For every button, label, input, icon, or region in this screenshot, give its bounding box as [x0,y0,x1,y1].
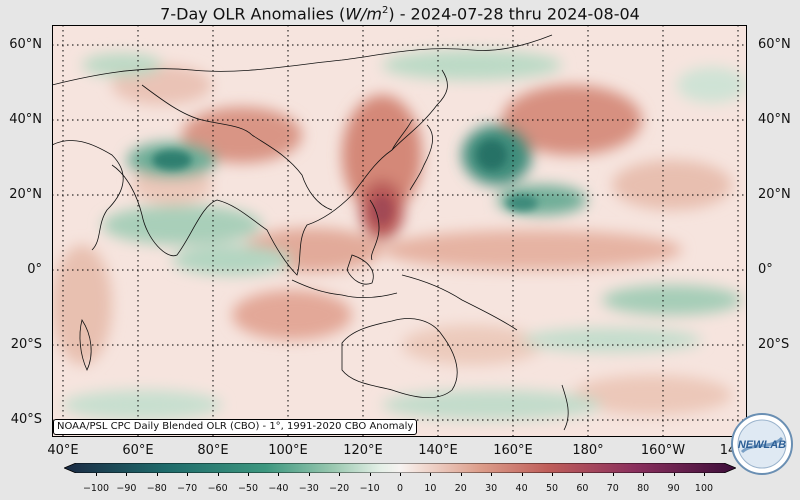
svg-text:NEWLAB: NEWLAB [738,439,786,451]
colorbar-tick-mark [704,473,705,476]
colorbar-tick-label: −90 [116,483,137,494]
lon-label: 160°E [493,443,533,458]
colorbar-tick-label: −80 [146,483,167,494]
colorbar-tick-mark [126,473,128,476]
colorbar-tick-label: 40 [515,483,528,494]
colorbar-tick-label: 30 [485,483,498,494]
colorbar-tick-label: −50 [237,483,259,494]
lat-label-left: 40°S [10,412,42,427]
colorbar-tick-mark [521,473,523,476]
lon-label: 60°E [122,443,154,458]
lon-label: 40°E [47,443,79,458]
colorbar-tick-label: 80 [637,483,650,494]
colorbar-tick-label: 70 [606,483,619,494]
colorbar-tick-label: 50 [545,483,559,494]
colorbar-tick-mark [156,473,158,476]
lat-label-right: 40°N [758,112,791,127]
lon-label: 80°E [197,443,229,458]
colorbar [64,463,736,473]
colorbar-tick-mark [491,473,493,476]
colorbar-tick-label: 60 [576,483,589,494]
lat-label-left: 0° [27,262,42,277]
coastlines [52,34,569,431]
colorbar-tick-mark [612,473,614,476]
colorbar-tick-label: 10 [424,483,437,494]
newlab-logo: NEWLAB [731,413,793,475]
olr-anomaly-map [52,25,747,437]
lat-label-left: 20°S [10,337,42,352]
colorbar-tick-label: 100 [694,483,714,494]
colorbar-tick-mark [248,473,249,476]
colorbar-tick-label: 20 [454,483,467,494]
colorbar-tick-label: −40 [268,483,289,494]
colorbar-tick-mark [308,473,310,476]
lat-label-left: 40°N [9,112,42,127]
colorbar-tick-mark [96,473,97,476]
anomaly-blobs [52,50,747,420]
title-suffix: ) - 2024-07-28 thru 2024-08-04 [388,4,640,24]
colorbar-tick-label: −100 [82,483,110,494]
colorbar-tick-mark [369,473,371,476]
map-title: 7-Day OLR Anomalies (W/m2) - 2024-07-28 … [0,0,800,25]
colorbar-tick-mark [400,473,401,476]
colorbar-tick-label: 90 [667,483,680,494]
lon-label: 140°E [418,443,458,458]
colorbar-tick-mark [460,473,462,476]
colorbar-tick-label: −20 [329,483,350,494]
lon-label: 180° [572,443,604,458]
colorbar-tick-mark [187,473,189,476]
colorbar-tick-mark [582,473,584,476]
graticule [52,25,747,437]
anomaly-field [52,25,747,437]
lon-label: 160°W [640,443,686,458]
colorbar-tick-mark [430,473,432,476]
lon-label: 100°E [268,443,308,458]
colorbar-tick-mark [552,473,553,476]
lat-label-right: 20°N [758,187,791,202]
lat-label-right: 20°S [758,337,790,352]
colorbar-tick-label: −60 [207,483,228,494]
colorbar-tick-mark [673,473,675,476]
data-source-credit: NOAA/PSL CPC Daily Blended OLR (CBO) - 1… [53,419,418,435]
lat-label-left: 60°N [9,37,42,52]
colorbar-tick-mark [339,473,341,476]
title-unit: W/m [345,4,382,24]
lat-label-left: 20°N [9,187,42,202]
colorbar-tick-mark [217,473,219,476]
colorbar-tick-label: −70 [177,483,198,494]
colorbar-tick-mark [643,473,645,476]
colorbar-tick-label: −10 [359,483,380,494]
lon-label: 120°E [343,443,383,458]
colorbar-tick-label: −30 [298,483,319,494]
lat-label-right: 0° [758,262,773,277]
lat-label-right: 60°N [758,37,791,52]
title-unit-exponent: 2 [381,5,389,16]
colorbar-tick-mark [278,473,280,476]
colorbar-tick-label: 0 [396,483,404,494]
title-prefix: 7-Day OLR Anomalies ( [160,4,346,24]
